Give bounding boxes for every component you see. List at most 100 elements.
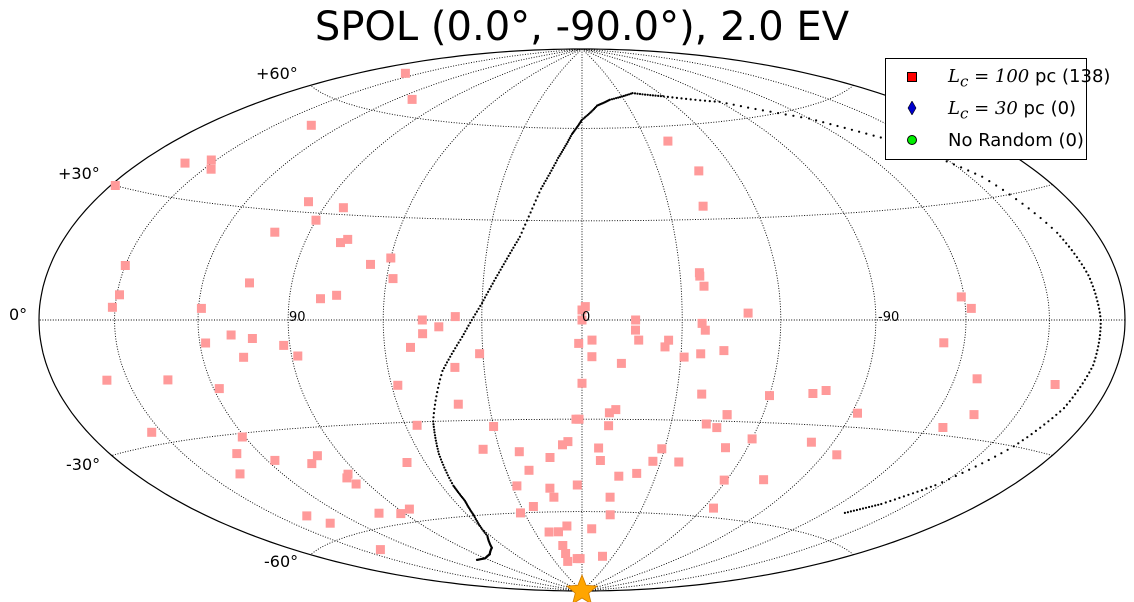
plane-dot — [543, 182, 546, 185]
plane-dot — [1088, 277, 1092, 280]
plane-dot — [437, 450, 440, 453]
plane-dot — [1033, 212, 1036, 215]
data-point — [759, 475, 769, 485]
plane-dot — [1076, 389, 1079, 392]
plane-dot — [1015, 198, 1018, 201]
data-point — [604, 408, 614, 418]
data-point — [226, 330, 236, 340]
plane-dot — [769, 110, 772, 113]
data-point — [312, 451, 322, 461]
plane-dot — [504, 260, 507, 263]
plane-dot — [565, 142, 568, 146]
plane-dot — [547, 174, 550, 177]
plane-dot — [473, 516, 476, 519]
data-point — [147, 427, 157, 437]
plane-dot — [987, 458, 990, 462]
plane-dot — [494, 276, 497, 280]
plane-dot — [708, 100, 711, 103]
data-point — [270, 227, 280, 237]
plane-dot — [546, 177, 549, 180]
data-point — [587, 335, 597, 345]
plane-dot — [968, 468, 971, 471]
data-point — [110, 181, 120, 190]
data-point — [342, 473, 352, 483]
plane-dot — [622, 94, 625, 98]
plane-dot — [1093, 288, 1096, 292]
data-point — [232, 449, 242, 459]
data-point — [657, 444, 667, 454]
plane-dot — [1086, 375, 1089, 378]
plane-dot — [560, 150, 564, 153]
data-point — [404, 504, 414, 514]
plane-dot — [538, 191, 541, 194]
plane-dot — [929, 485, 933, 488]
plane-dot — [455, 344, 458, 347]
plane-dot — [434, 399, 437, 402]
legend-entry-lc100: Lc = 100 pc (138) — [886, 63, 1110, 91]
plane-dot — [610, 98, 614, 101]
lat-label-plus60: +60° — [256, 64, 298, 83]
data-point — [375, 545, 385, 555]
data-point — [697, 318, 707, 328]
plane-dot — [527, 215, 530, 218]
data-point — [102, 375, 112, 385]
plane-dot — [633, 92, 637, 95]
data-point — [418, 329, 428, 339]
data-point — [577, 378, 587, 388]
plane-dot — [699, 99, 702, 102]
plane-dot — [490, 285, 493, 288]
plane-dot — [457, 341, 460, 344]
plane-dot — [1071, 396, 1074, 399]
plane-dot — [884, 501, 887, 504]
plane-dot — [651, 94, 655, 97]
plane-dot — [1091, 285, 1094, 288]
plane-dot — [836, 124, 839, 128]
plane-dot — [481, 528, 484, 531]
plane-dot — [732, 103, 735, 106]
plane-dot — [1056, 231, 1059, 234]
plane-dot — [440, 374, 443, 377]
plane-dot — [1099, 326, 1102, 329]
plane-dot — [995, 184, 998, 187]
plane-dot — [439, 458, 443, 461]
plane-dot — [449, 479, 452, 482]
plane-dot — [1073, 252, 1076, 255]
data-point — [512, 481, 522, 491]
plane-dot — [829, 123, 832, 126]
plane-dot — [475, 558, 479, 562]
plane-dot — [557, 156, 560, 159]
plane-dot — [477, 307, 480, 310]
plane-dot — [525, 219, 529, 222]
plane-dot — [907, 493, 910, 496]
data-point — [605, 510, 615, 520]
data-point — [338, 203, 348, 213]
data-point — [393, 380, 403, 390]
plane-dot — [499, 268, 502, 271]
plane-dot — [582, 117, 585, 120]
plane-dot — [564, 144, 567, 147]
data-points — [102, 68, 1060, 566]
plane-dot — [1093, 360, 1096, 363]
legend-entry-no-random: No Random (0) — [886, 127, 1086, 155]
plane-dot — [1080, 263, 1083, 266]
plane-dot — [566, 140, 569, 144]
data-point — [528, 502, 538, 511]
data-point — [594, 443, 604, 453]
data-point — [699, 281, 709, 291]
plane-dot — [1095, 296, 1098, 299]
plane-dot — [1099, 322, 1102, 325]
plane-dot — [441, 369, 444, 372]
data-point — [478, 444, 488, 454]
data-point — [311, 215, 321, 225]
data-point — [279, 340, 289, 350]
plane-dot — [1006, 448, 1009, 451]
parallel-line — [310, 511, 854, 556]
data-point — [614, 471, 624, 481]
plane-dot — [792, 114, 795, 117]
legend-label-lc100: Lc = 100 pc (138) — [948, 66, 1111, 91]
meridian-line — [382, 48, 583, 592]
plane-dot — [501, 265, 504, 268]
data-point — [939, 338, 949, 348]
lat-label-minus60: -60° — [264, 552, 298, 571]
plane-dot — [1067, 245, 1071, 248]
